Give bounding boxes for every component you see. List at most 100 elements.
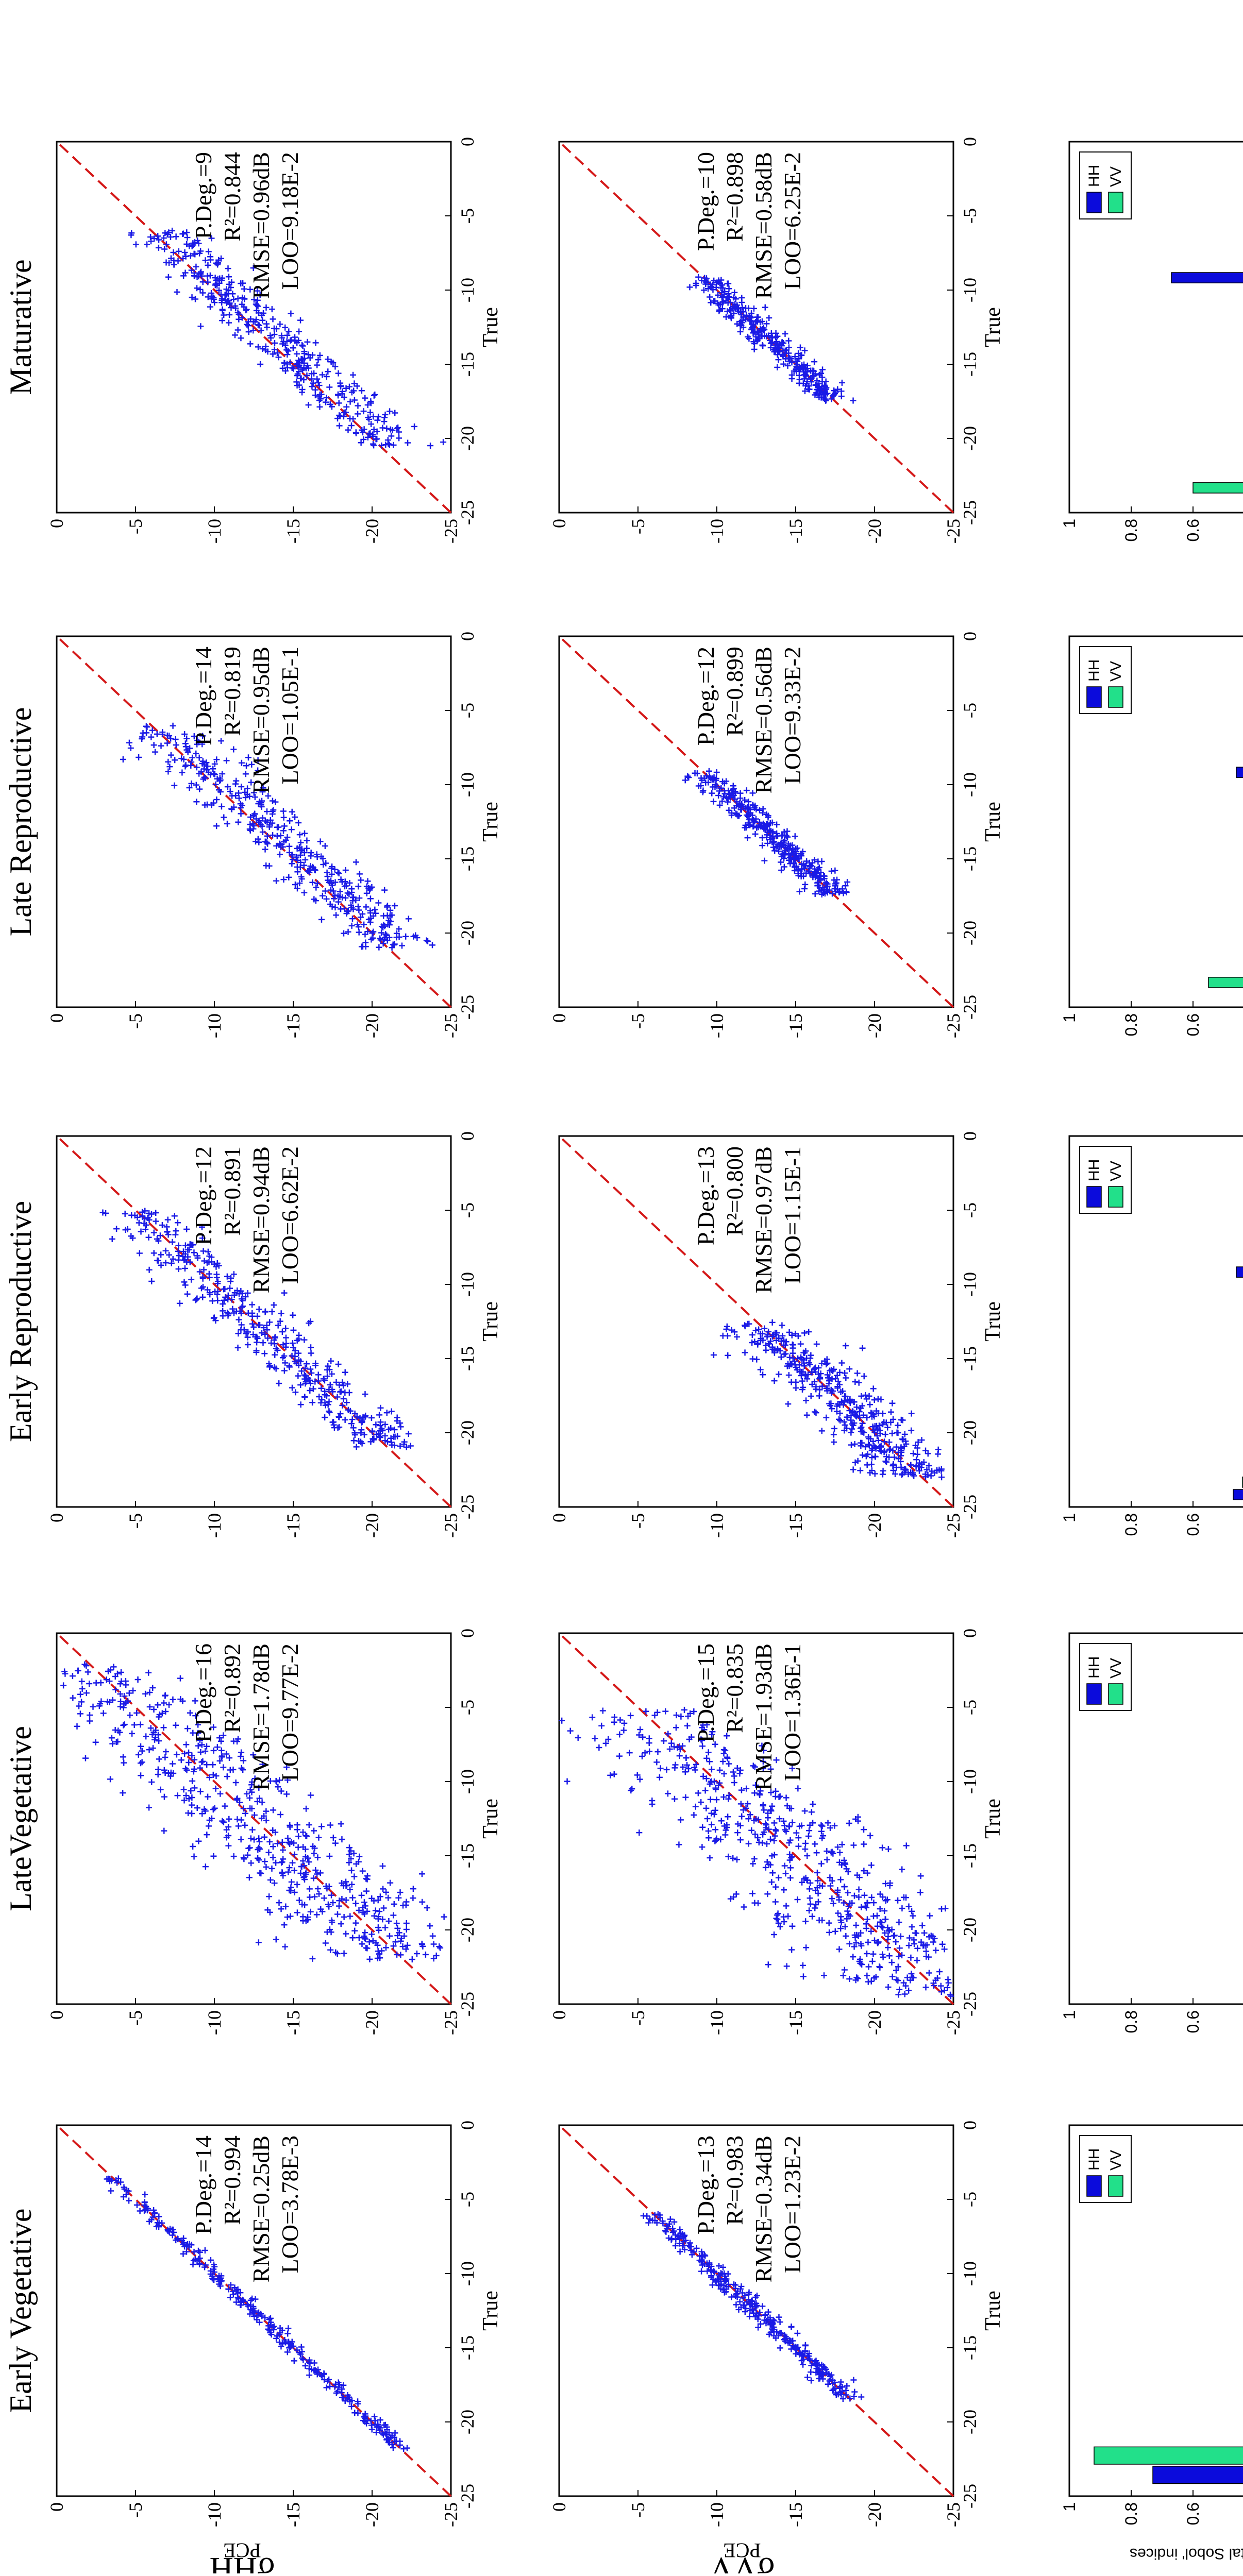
scatter-point bbox=[305, 1375, 312, 1382]
y-tick-label: 0 bbox=[549, 1513, 569, 1522]
scatter-point bbox=[87, 1712, 93, 1719]
scatter-point bbox=[859, 1452, 866, 1459]
scatter-point bbox=[145, 1669, 152, 1676]
scatter-point bbox=[286, 1362, 293, 1369]
scatter-point bbox=[363, 1888, 370, 1894]
scatter-point bbox=[294, 845, 300, 852]
scatter-point bbox=[254, 1313, 261, 1319]
scatter-point bbox=[176, 1300, 183, 1307]
scatter-point bbox=[299, 1913, 306, 1920]
scatter-point bbox=[229, 792, 236, 799]
scatter-point bbox=[616, 1731, 623, 1738]
scatter-point bbox=[713, 1797, 720, 1803]
scatter-point bbox=[230, 1271, 237, 1278]
stat-line: RMSE=0.25dB bbox=[248, 2136, 274, 2282]
scatter-point bbox=[835, 1910, 842, 1917]
scatter-point bbox=[197, 286, 204, 293]
scatter-point bbox=[145, 1234, 152, 1241]
scatter-point bbox=[348, 1420, 355, 1427]
scatter-point bbox=[307, 1792, 314, 1799]
scatter-point bbox=[291, 2358, 297, 2364]
scatter-point bbox=[427, 443, 434, 449]
scatter-point bbox=[858, 1393, 865, 1399]
scatter-point bbox=[925, 1450, 931, 1457]
scatter-point bbox=[242, 794, 249, 801]
scatter-point bbox=[225, 2286, 232, 2293]
legend-label-vv: VV bbox=[1107, 1161, 1124, 1181]
scatter-point bbox=[798, 873, 804, 879]
scatter-point bbox=[829, 2380, 836, 2387]
y-tick-label: -5 bbox=[628, 1013, 648, 1029]
scatter-point bbox=[356, 1907, 362, 1913]
scatter-point bbox=[872, 1445, 879, 1452]
y-tick-label: 0 bbox=[549, 2010, 569, 2020]
scatter-point bbox=[778, 1338, 784, 1345]
scatter-point bbox=[238, 1765, 245, 1771]
stat-line: RMSE=1.93dB bbox=[750, 1643, 777, 1790]
scatter-point bbox=[788, 1332, 795, 1338]
scatter-point bbox=[664, 1790, 671, 1797]
scatter-point bbox=[734, 305, 741, 312]
scatter-point bbox=[272, 1351, 278, 1358]
plot-frame bbox=[1068, 2124, 1243, 2497]
scatter-point bbox=[308, 1350, 314, 1357]
scatter-point bbox=[330, 888, 337, 894]
scatter-point bbox=[752, 1782, 759, 1789]
scatter-point bbox=[844, 879, 851, 885]
scatter-point bbox=[236, 316, 242, 323]
scatter-point bbox=[214, 1260, 221, 1267]
scatter-point bbox=[272, 799, 279, 805]
scatter-point bbox=[895, 1953, 902, 1960]
scatter-point bbox=[816, 1374, 823, 1381]
y-tick-label: -20 bbox=[864, 1013, 885, 1038]
scatter-point bbox=[819, 1383, 826, 1389]
scatter-point bbox=[845, 1889, 851, 1896]
scatter-point bbox=[838, 379, 845, 386]
scatter-point bbox=[218, 2273, 225, 2279]
scatter-point bbox=[805, 1329, 812, 1335]
scatter-point bbox=[280, 808, 287, 815]
scatter-point bbox=[240, 2298, 247, 2305]
scatter-point bbox=[348, 1867, 355, 1874]
scatter-point bbox=[312, 340, 319, 346]
scatter-point bbox=[151, 2209, 158, 2216]
scatter-point bbox=[811, 857, 818, 863]
scatter-point bbox=[771, 838, 778, 845]
scatter-point bbox=[796, 1823, 803, 1829]
scatter-point bbox=[821, 2364, 828, 2371]
scatter-point bbox=[284, 2330, 291, 2337]
scatter-point bbox=[186, 1246, 193, 1253]
scatter-point bbox=[819, 2369, 826, 2376]
scatter-point bbox=[714, 783, 720, 790]
scatter-point bbox=[356, 929, 362, 936]
scatter-point bbox=[440, 439, 447, 446]
scatter-point bbox=[753, 2302, 760, 2309]
y-tick-label: 0 bbox=[46, 2010, 67, 2020]
scatter-point bbox=[186, 1759, 192, 1766]
scatter-point bbox=[292, 1347, 298, 1354]
scatter-point bbox=[719, 798, 726, 805]
scatter-point bbox=[255, 344, 262, 350]
scatter-point bbox=[219, 1818, 226, 1824]
scatter-point bbox=[825, 2381, 831, 2387]
scatter-point bbox=[842, 1343, 849, 1349]
scatter-point bbox=[361, 1899, 367, 1906]
scatter-point bbox=[225, 1311, 232, 1317]
y-tick-label: 0 bbox=[549, 519, 569, 528]
scatter-point bbox=[752, 328, 759, 335]
scatter-point bbox=[325, 1401, 331, 1408]
stat-line: R²=0.898 bbox=[721, 152, 748, 242]
scatter-point bbox=[727, 1895, 734, 1902]
scatter-point bbox=[222, 1803, 228, 1809]
scatter-point bbox=[707, 2266, 714, 2273]
scatter-point bbox=[936, 1969, 943, 1975]
scatter-point bbox=[437, 1944, 444, 1951]
scatter-point bbox=[187, 745, 193, 752]
scatter-point bbox=[193, 764, 200, 771]
scatter-point bbox=[752, 802, 759, 809]
scatter-point bbox=[433, 1952, 440, 1959]
scatter-point bbox=[753, 317, 760, 324]
legend-swatch-hh bbox=[1086, 1683, 1102, 1705]
x-tick-label: -20 bbox=[960, 921, 980, 945]
